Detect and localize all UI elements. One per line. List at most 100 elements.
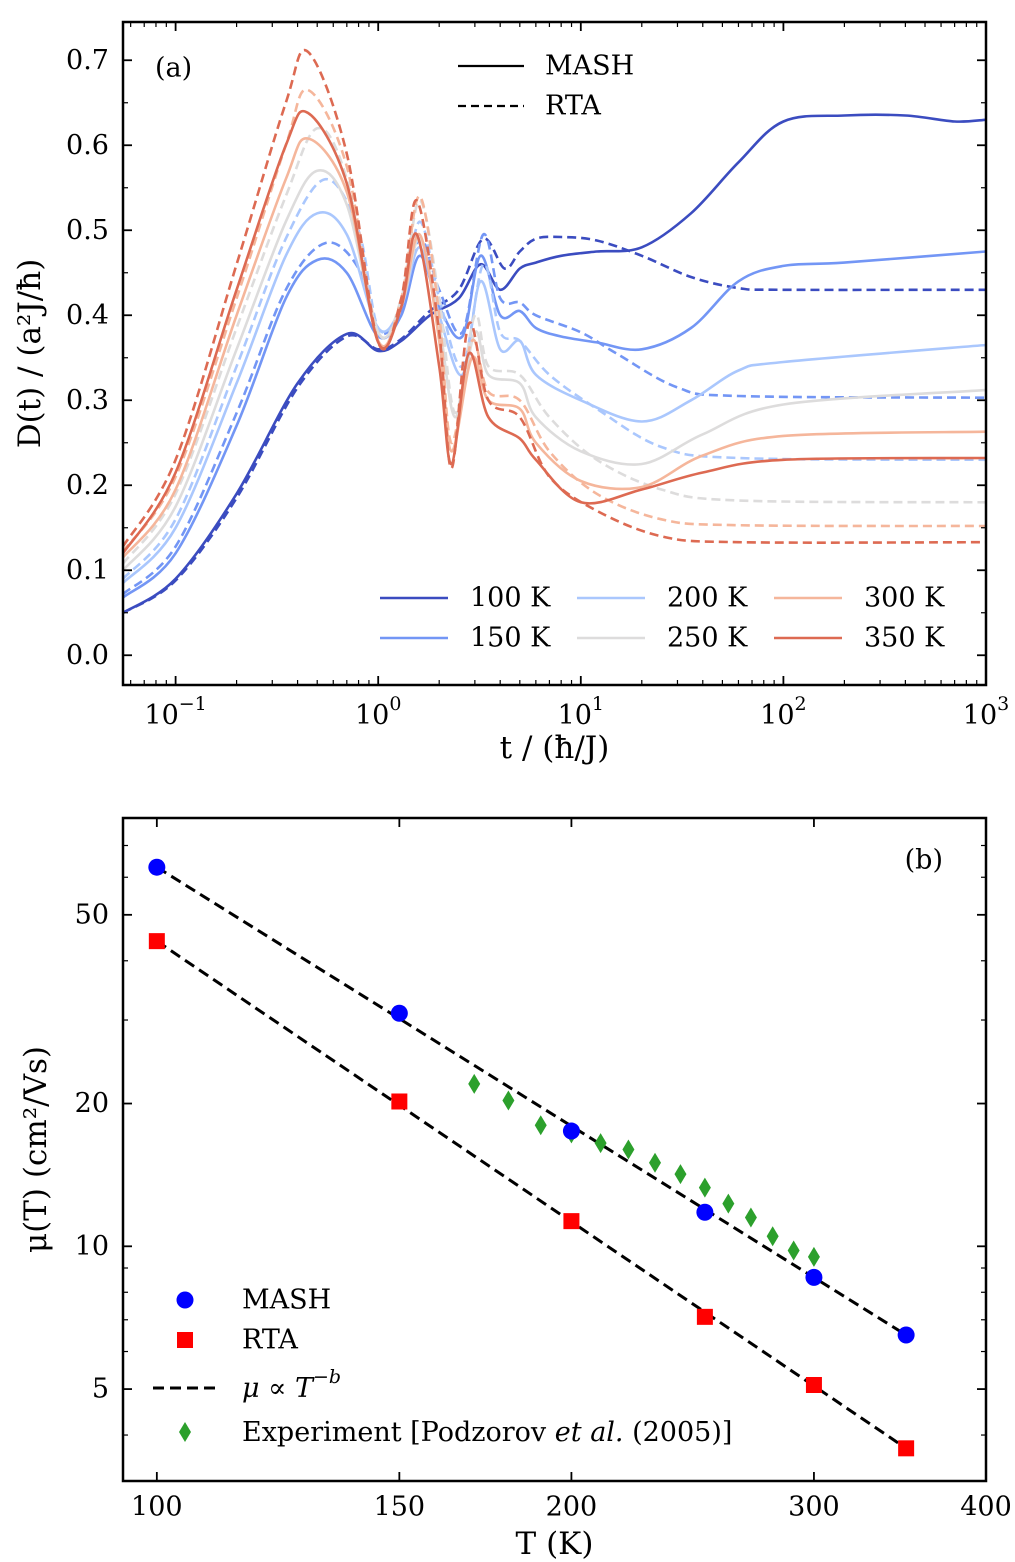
series-300k-rta-line [123, 88, 986, 553]
experiment-point [744, 1207, 757, 1228]
legend-label-150k: 150 K [470, 623, 551, 654]
series-100k-rta-line [123, 235, 986, 614]
experiment-point [649, 1152, 662, 1173]
mash-point [148, 858, 166, 876]
series-250k-mash-line [123, 169, 986, 572]
fit-line-mash [156, 865, 907, 1337]
experiment-point [468, 1073, 481, 1094]
experiment-point [766, 1226, 779, 1247]
y-axis-title: μ(T) (cm²/Vs) [18, 1046, 54, 1253]
experiment-point [594, 1133, 607, 1154]
series-250k-rta-line [123, 126, 986, 565]
rta-point [391, 1093, 408, 1110]
y-tick-label: 0.1 [66, 555, 109, 586]
y-tick-label: 0.2 [66, 470, 109, 501]
y-tick-label: 0.4 [66, 300, 109, 331]
rta-point [563, 1213, 580, 1230]
x-tick-base: 10 [760, 700, 794, 731]
x-tick-label: 100 [355, 693, 401, 731]
x-tick-exponent: −1 [179, 693, 207, 715]
panel-b-scatter-chart: 5 10 20 50 100 150 200 300 400 T (K) μ(T) (cm²/Vs)… [18, 816, 1012, 1562]
series-100k-mash-line [123, 113, 986, 614]
x-tick-label: 400 [960, 1492, 1012, 1523]
series-350k-mash-line [123, 109, 986, 555]
legend-label-350k: 350 K [864, 623, 945, 654]
legend-experiment-marker [179, 1422, 191, 1442]
experiment-point [787, 1240, 800, 1261]
legend-fit-exponent: −b [313, 1366, 341, 1388]
mash-point [696, 1203, 714, 1221]
legend-mash-label: MASH [242, 1285, 331, 1316]
panel-label-a: (a) [155, 53, 192, 84]
x-tick-label: 101 [558, 693, 604, 731]
x-tick-exponent: 3 [997, 693, 1009, 715]
legend-label-300k: 300 K [864, 583, 945, 614]
mash-point [805, 1268, 823, 1286]
legend-rta-marker [177, 1332, 193, 1348]
rta-point [696, 1308, 713, 1325]
legend-label-200k: 200 K [667, 583, 748, 614]
y-axis-title: D(t) / (a²J/ħ) [12, 259, 48, 449]
x-tick-base: 10 [355, 700, 389, 731]
y-tick-label: 50 [75, 899, 109, 930]
legend-fit-label: μ ∝ T−b [242, 1366, 341, 1404]
legend-experiment-italic: et al. [555, 1417, 624, 1448]
experiment-point [807, 1246, 820, 1267]
panel-b-frame [121, 816, 988, 1483]
legend-mash-label: MASH [545, 51, 634, 82]
legend-mash-marker [176, 1291, 194, 1309]
y-tick-label: 5 [92, 1374, 109, 1405]
panel-a-line-chart: 0.00.10.20.30.40.50.60.710−1 100 101 102 103… [12, 20, 1009, 766]
legend-rta-label: RTA [545, 91, 601, 122]
x-tick-label: 103 [963, 693, 1009, 731]
experiment-point [502, 1090, 515, 1111]
panel-a-frame [121, 20, 988, 687]
experiment-point [534, 1115, 547, 1136]
legend-experiment-prefix: Experiment [Podzorov [242, 1417, 555, 1448]
x-tick-label: 100 [131, 1492, 183, 1523]
rta-point [148, 933, 165, 950]
y-tick-label: 0.0 [66, 640, 109, 671]
x-tick-base: 10 [963, 700, 997, 731]
y-tick-label: 0.7 [66, 45, 109, 76]
experiment-point [698, 1177, 711, 1198]
x-tick-base: 10 [558, 700, 592, 731]
y-tick-label: 10 [75, 1231, 109, 1262]
x-axis-title: T (K) [516, 1526, 594, 1562]
experiment-point [622, 1139, 635, 1160]
x-axis-title: t / (ħ/J) [500, 730, 610, 766]
legend-rta-label: RTA [242, 1325, 298, 1356]
mash-point [390, 1004, 408, 1022]
legend-label-100k: 100 K [470, 583, 551, 614]
x-tick-exponent: 1 [592, 693, 604, 715]
y-tick-label: 0.5 [66, 215, 109, 246]
x-tick-label: 150 [374, 1492, 426, 1523]
x-tick-exponent: 2 [795, 693, 807, 715]
y-tick-label: 0.6 [66, 130, 109, 161]
x-tick-label: 300 [788, 1492, 840, 1523]
x-tick-label: 10−1 [144, 693, 206, 731]
panel-b-marks [148, 858, 915, 1457]
legend-experiment-suffix: (2005)] [624, 1417, 733, 1448]
mash-point [562, 1122, 580, 1140]
x-tick-base: 10 [144, 700, 178, 731]
series-200k-rta-line [123, 177, 986, 580]
experiment-point [722, 1193, 735, 1214]
legend-label-250k: 250 K [667, 623, 748, 654]
rta-point [805, 1376, 822, 1393]
mash-point [897, 1326, 915, 1344]
series-300k-mash-line [123, 137, 986, 559]
series-350k-rta-line [123, 48, 986, 548]
y-tick-label: 0.3 [66, 385, 109, 416]
series-200k-mash-line [123, 211, 986, 584]
x-tick-exponent: 0 [389, 693, 401, 715]
fit-line-rta [155, 939, 907, 1450]
series-150k-mash-line [123, 250, 986, 599]
legend-fit-text: μ ∝ T [242, 1373, 315, 1404]
rta-point [898, 1440, 915, 1457]
x-tick-label: 102 [760, 693, 806, 731]
legend-experiment-label: Experiment [Podzorov et al. (2005)] [242, 1417, 732, 1448]
experiment-point [674, 1164, 687, 1185]
series-150k-rta-line [123, 233, 986, 596]
